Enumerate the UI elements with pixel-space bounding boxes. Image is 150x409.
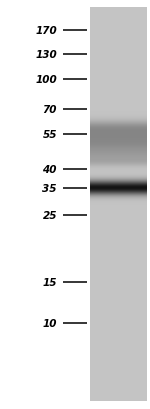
Text: 100: 100 bbox=[35, 75, 57, 85]
Text: 35: 35 bbox=[42, 183, 57, 193]
Text: 10: 10 bbox=[42, 318, 57, 328]
Text: 25: 25 bbox=[42, 211, 57, 221]
Text: 15: 15 bbox=[42, 277, 57, 287]
Text: 130: 130 bbox=[35, 50, 57, 60]
Text: 170: 170 bbox=[35, 26, 57, 36]
Text: 40: 40 bbox=[42, 165, 57, 175]
Text: 70: 70 bbox=[42, 105, 57, 115]
Text: 55: 55 bbox=[42, 130, 57, 140]
